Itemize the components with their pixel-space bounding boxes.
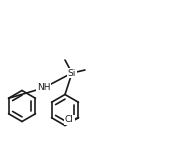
Text: Cl: Cl xyxy=(65,115,74,124)
Text: NH: NH xyxy=(37,83,50,92)
Text: Si: Si xyxy=(68,69,76,78)
